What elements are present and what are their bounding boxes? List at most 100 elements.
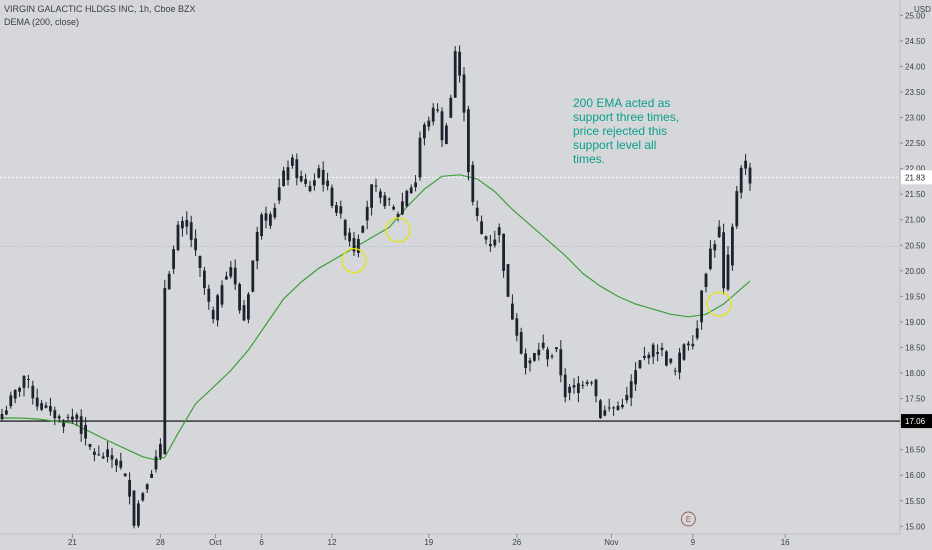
- currency-label: USD: [914, 5, 931, 14]
- candle-body: [467, 109, 470, 173]
- annotation-text[interactable]: 200 EMA acted as support three times, pr…: [573, 96, 703, 166]
- candle-body: [678, 352, 681, 373]
- candle-body: [313, 180, 316, 186]
- candle-body: [27, 378, 30, 380]
- candle-body: [370, 184, 373, 208]
- annotation-line-1: 200 EMA acted as: [573, 96, 671, 110]
- candle-body: [238, 284, 241, 311]
- candle-body: [643, 355, 646, 358]
- candle-body: [150, 473, 153, 479]
- candle-body: [163, 287, 167, 455]
- candle-body: [550, 355, 554, 357]
- candle-body: [682, 344, 686, 360]
- candle-body: [277, 187, 281, 201]
- candle-body: [189, 222, 193, 240]
- candle-body: [330, 187, 334, 206]
- y-tick-label: 18.00: [905, 369, 926, 378]
- candle-body: [704, 273, 708, 287]
- candle-body: [427, 120, 431, 127]
- candle-body: [423, 124, 426, 139]
- candle-body: [379, 191, 382, 198]
- support-circle: [706, 291, 732, 317]
- candle-body: [673, 370, 677, 372]
- candle-body: [348, 232, 351, 242]
- candle-body: [458, 51, 461, 76]
- candle-body: [638, 360, 642, 369]
- x-tick-label: 16: [781, 538, 790, 547]
- candle-body: [722, 232, 725, 289]
- y-tick-label: 20.00: [905, 267, 926, 276]
- candle-body: [49, 405, 52, 412]
- candle-body: [207, 288, 211, 302]
- candle-body: [603, 410, 607, 416]
- candle-body: [203, 270, 206, 289]
- candle-body: [590, 382, 593, 384]
- candle-body: [31, 385, 35, 399]
- indicator-title[interactable]: DEMA (200, close): [4, 17, 80, 27]
- candle-body: [57, 416, 61, 419]
- candle-body: [361, 226, 365, 233]
- candle-body: [695, 328, 699, 339]
- candle-body: [489, 243, 492, 247]
- dema-200-line: [2, 174, 751, 461]
- candle-body: [242, 305, 246, 321]
- candle-body: [506, 264, 510, 297]
- candle-body: [220, 285, 224, 305]
- candle-body: [106, 449, 109, 457]
- candle-body: [141, 493, 145, 501]
- candle-body: [0, 414, 4, 420]
- candle-body: [744, 160, 747, 169]
- y-tick-label: 17.50: [905, 395, 926, 404]
- candle-body: [97, 454, 101, 456]
- y-tick-label: 16.50: [905, 446, 926, 455]
- candle-body: [260, 214, 263, 237]
- candle-body: [264, 213, 268, 221]
- candle-body: [66, 416, 70, 418]
- candle-body: [167, 273, 171, 290]
- candle-body: [110, 455, 114, 460]
- candle-body: [71, 416, 74, 420]
- candle-body: [616, 405, 620, 411]
- candle-body: [5, 410, 8, 415]
- candle-body: [519, 332, 523, 354]
- earnings-marker-label: E: [686, 515, 691, 524]
- candle-body: [295, 159, 299, 179]
- candle-body: [669, 358, 673, 363]
- y-tick-label: 23.50: [905, 88, 926, 97]
- last-price-label: 21.83: [905, 173, 926, 182]
- candle-body: [101, 456, 105, 459]
- candle-body: [475, 207, 479, 217]
- y-tick-label: 22.50: [905, 139, 926, 148]
- candle-body: [651, 344, 655, 357]
- candle-body: [471, 164, 475, 202]
- candle-body: [247, 294, 250, 320]
- candles-layer: [0, 45, 752, 529]
- candle-body: [35, 397, 39, 407]
- y-tick-label: 18.50: [905, 343, 926, 352]
- candle-body: [660, 347, 664, 351]
- annotation-line-3: price rejected this: [573, 124, 668, 138]
- candle-body: [440, 111, 444, 141]
- candle-body: [291, 157, 294, 166]
- candle-body: [546, 349, 549, 360]
- candle-body: [198, 256, 202, 268]
- candle-body: [308, 185, 312, 192]
- x-tick-label: 19: [424, 538, 433, 547]
- support-circle: [385, 217, 411, 243]
- y-tick-label: 25.00: [905, 11, 926, 20]
- candle-body: [502, 233, 505, 271]
- candle-body: [453, 51, 457, 98]
- candle-body: [159, 444, 162, 458]
- candle-body: [176, 224, 180, 251]
- candle-body: [401, 201, 404, 215]
- candle-body: [172, 249, 175, 269]
- support-circle: [341, 248, 367, 274]
- candle-body: [436, 109, 439, 111]
- y-tick-label: 15.50: [905, 497, 926, 506]
- candle-body: [528, 360, 532, 364]
- earnings-marker[interactable]: [680, 511, 696, 527]
- symbol-title[interactable]: VIRGIN GALACTIC HLDGS INC, 1h, Cboe BZX: [4, 4, 196, 14]
- candle-body: [282, 170, 285, 186]
- candle-body: [717, 226, 721, 238]
